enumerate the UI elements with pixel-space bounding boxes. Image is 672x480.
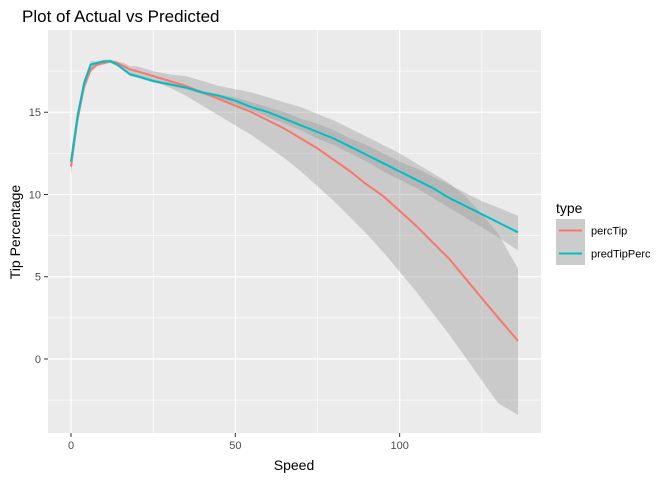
legend-title: type — [556, 200, 583, 216]
legend: type percTip predTipPerc — [556, 200, 651, 265]
x-tick-label: 50 — [229, 440, 241, 452]
x-axis-title: Speed — [274, 457, 314, 473]
legend-label-percTip: percTip — [591, 226, 627, 238]
plot-panel — [48, 30, 541, 433]
line-predTipPerc — [70, 60, 519, 234]
y-axis: 0 5 10 15 — [29, 107, 48, 366]
chart-title: Plot of Actual vs Predicted — [22, 7, 220, 26]
y-tick-label: 0 — [35, 354, 41, 366]
legend-label-predTipPerc: predTipPerc — [591, 249, 651, 261]
y-tick-label: 10 — [29, 189, 41, 201]
x-tick-label: 0 — [68, 440, 74, 452]
x-tick-label: 100 — [390, 440, 408, 452]
y-tick-label: 15 — [29, 107, 41, 119]
y-axis-title: Tip Percentage — [7, 185, 23, 280]
x-axis: 0 50 100 — [68, 433, 409, 452]
grid-lines — [48, 30, 541, 433]
y-tick-label: 5 — [35, 272, 41, 284]
series-lines — [70, 60, 519, 342]
